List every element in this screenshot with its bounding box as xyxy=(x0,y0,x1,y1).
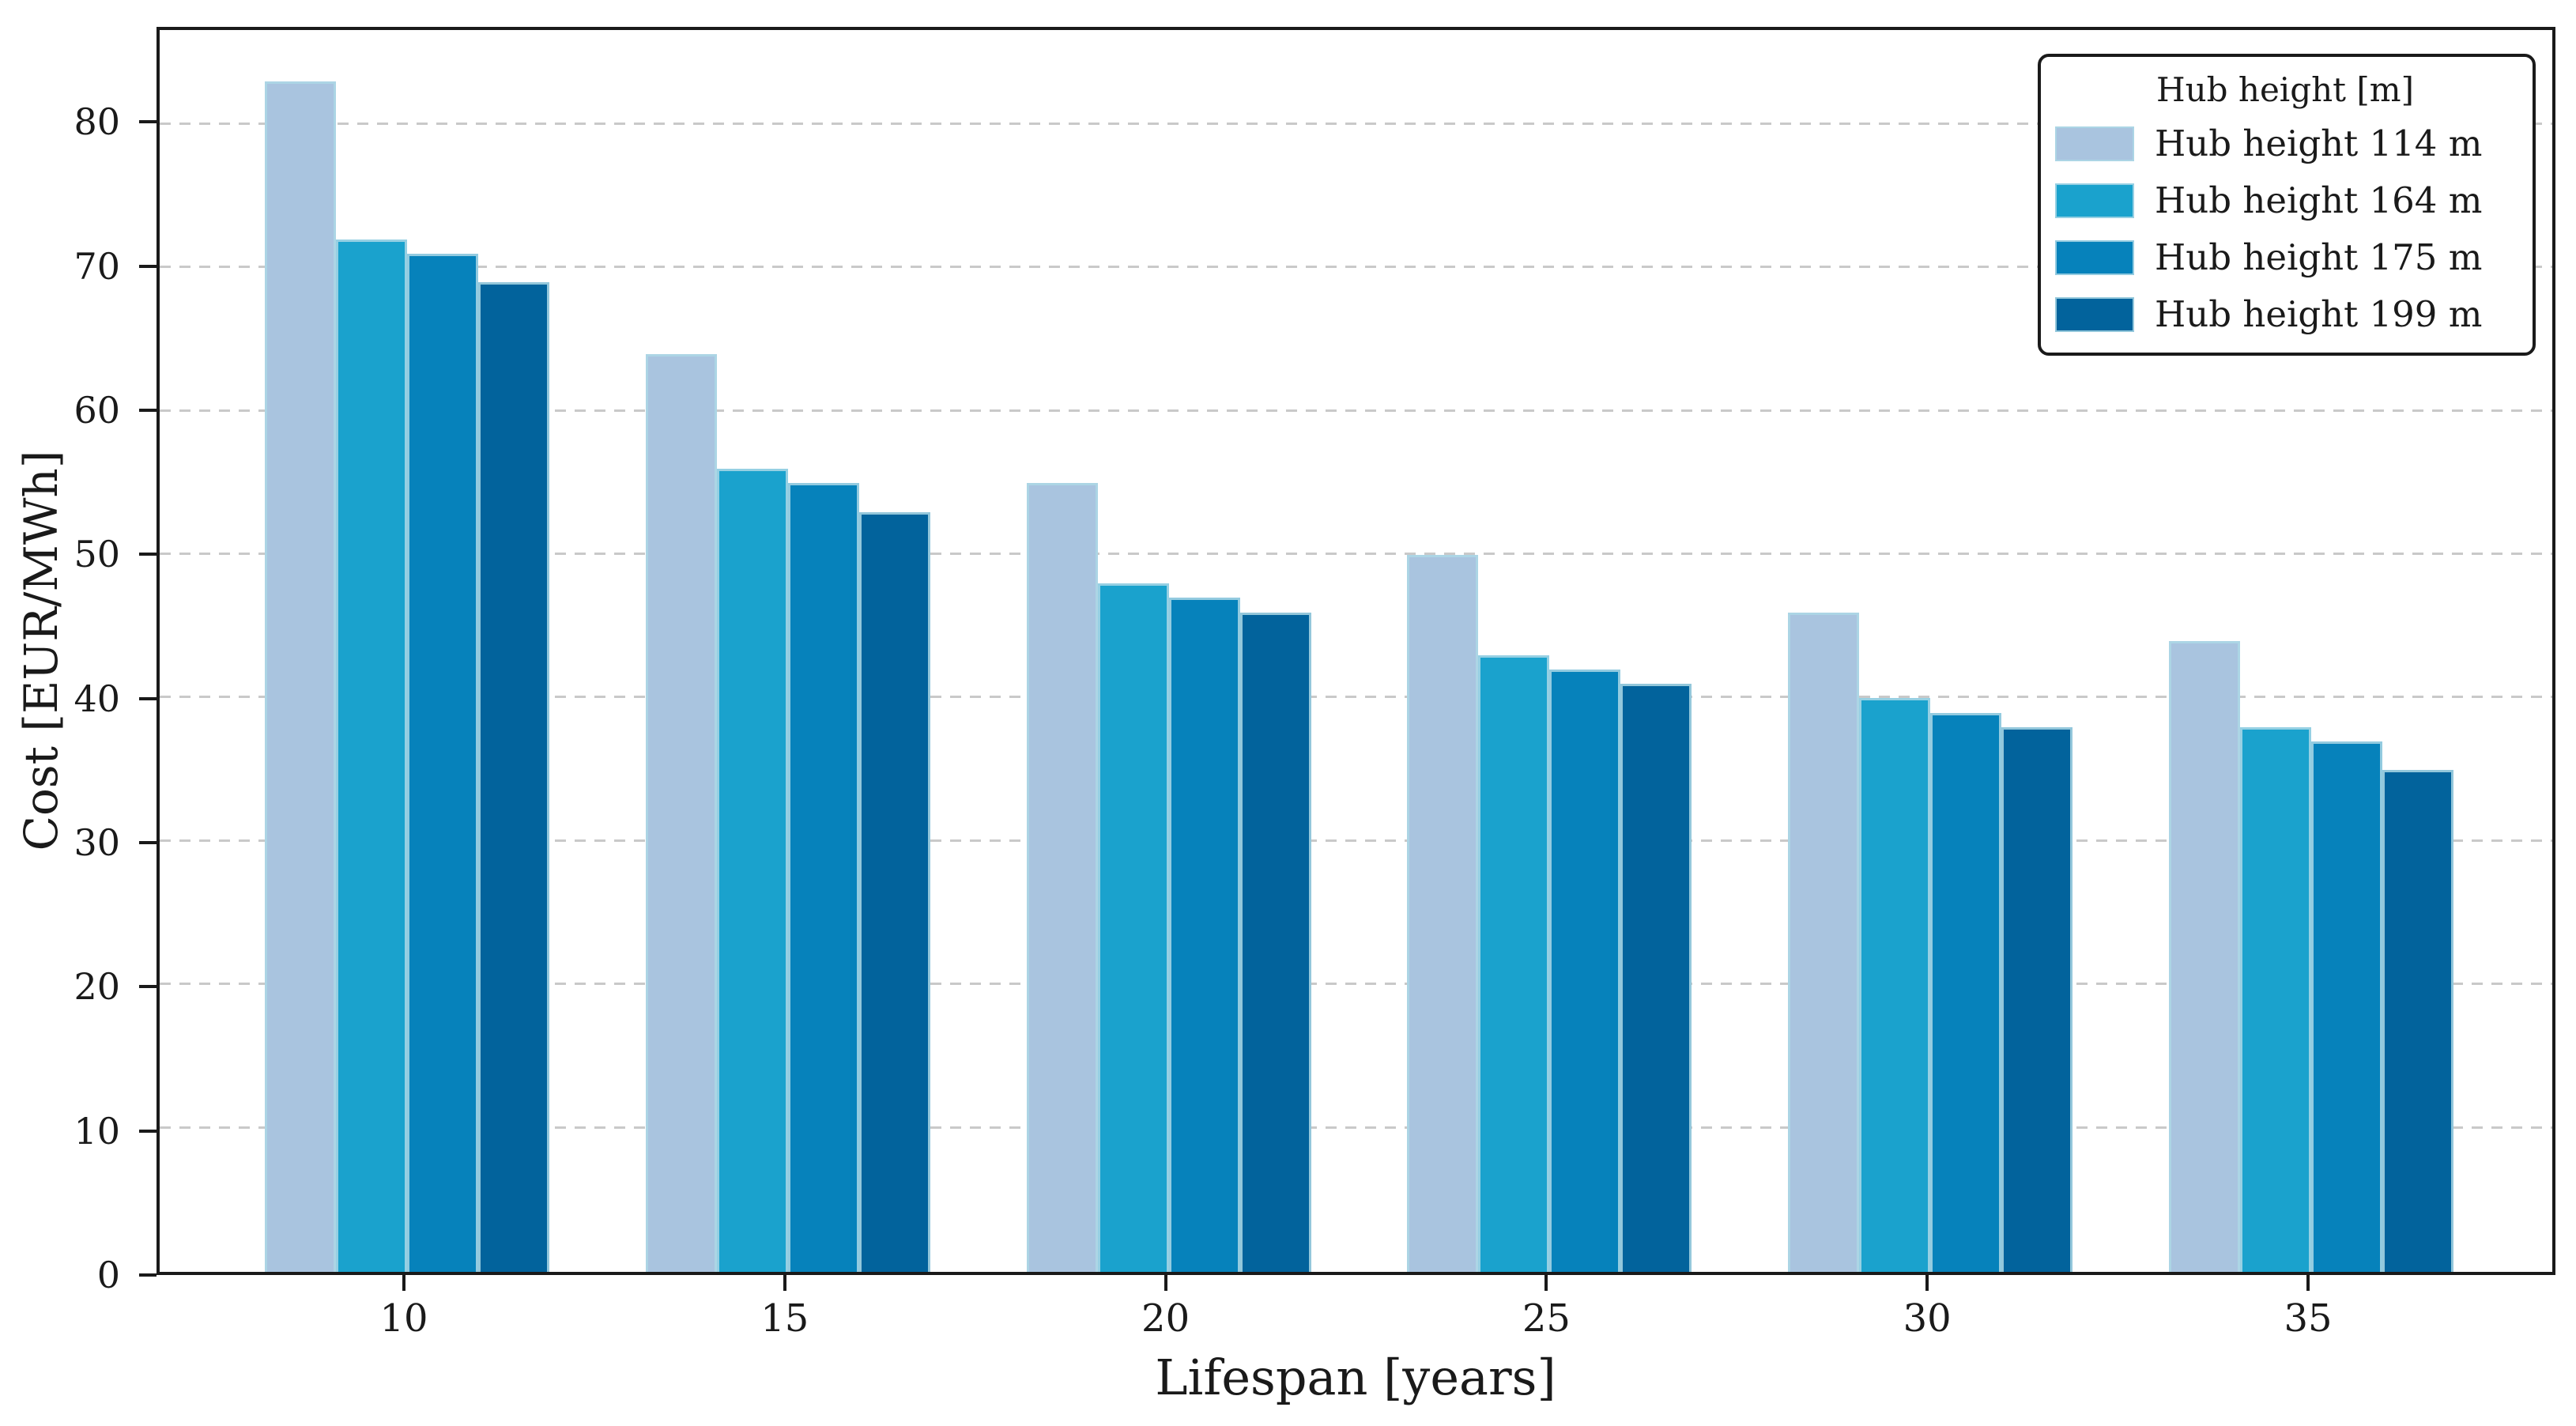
y-tick-label-10: 10 xyxy=(74,1109,120,1152)
legend-items: Hub height 114 m Hub height 164 m Hub heig… xyxy=(2055,122,2515,337)
y-tick-mark-80 xyxy=(139,120,157,124)
bar-lifespan-20-hub-height-199-m xyxy=(1239,612,1311,1272)
legend-item-hub-height-164-m: Hub height 164 m xyxy=(2055,179,2515,223)
bar-lifespan-30-hub-height-199-m xyxy=(2001,726,2073,1272)
gridline-y-30 xyxy=(160,839,2552,842)
bar-lifespan-35-hub-height-114-m xyxy=(2169,640,2240,1272)
y-tick-label-50: 50 xyxy=(74,533,120,576)
y-tick-mark-50 xyxy=(139,553,157,556)
legend-swatch-2 xyxy=(2055,183,2134,218)
y-tick-mark-60 xyxy=(139,409,157,412)
bar-lifespan-30-hub-height-175-m xyxy=(1930,712,2002,1272)
gridline-y-50 xyxy=(160,552,2552,555)
legend-item-hub-height-175-m: Hub height 175 m xyxy=(2055,236,2515,280)
y-axis-label: Cost [EUR/MWh] xyxy=(14,450,68,851)
bar-lifespan-20-hub-height-175-m xyxy=(1168,598,1240,1272)
legend: Hub height [m] Hub height 114 m Hub heigh… xyxy=(2038,54,2536,356)
gridline-y-20 xyxy=(160,983,2552,986)
bar-lifespan-25-hub-height-175-m xyxy=(1549,670,1621,1272)
bar-lifespan-25-hub-height-164-m xyxy=(1478,655,1550,1272)
gridline-y-10 xyxy=(160,1126,2552,1129)
legend-label-3: Hub height 175 m xyxy=(2155,236,2483,278)
bar-lifespan-10-hub-height-199-m xyxy=(478,282,549,1272)
gridline-y-70 xyxy=(160,266,2552,269)
y-tick-mark-30 xyxy=(139,841,157,844)
bar-lifespan-35-hub-height-175-m xyxy=(2311,741,2382,1272)
y-tick-label-0: 0 xyxy=(96,1254,120,1296)
y-tick-mark-20 xyxy=(139,985,157,989)
x-tick-label-30: 30 xyxy=(1903,1296,1952,1341)
y-tick-label-80: 80 xyxy=(74,100,120,144)
bar-lifespan-15-hub-height-199-m xyxy=(858,511,930,1272)
x-tick-label-25: 25 xyxy=(1522,1296,1571,1341)
x-tick-mark-35 xyxy=(2306,1275,2310,1291)
bar-lifespan-20-hub-height-114-m xyxy=(1026,483,1098,1272)
legend-item-hub-height-114-m: Hub height 114 m xyxy=(2055,122,2515,166)
y-tick-mark-40 xyxy=(139,696,157,700)
y-tick-mark-10 xyxy=(139,1129,157,1133)
x-tick-mark-20 xyxy=(1164,1275,1167,1291)
x-tick-label-15: 15 xyxy=(760,1296,809,1341)
bar-lifespan-30-hub-height-114-m xyxy=(1788,612,1860,1272)
gridline-y-40 xyxy=(160,696,2552,699)
legend-item-hub-height-199-m: Hub height 199 m xyxy=(2055,292,2515,337)
y-tick-label-70: 70 xyxy=(74,244,120,288)
legend-swatch-1 xyxy=(2055,126,2134,161)
y-tick-mark-0 xyxy=(139,1273,157,1277)
bar-lifespan-35-hub-height-199-m xyxy=(2382,770,2453,1272)
gridline-y-60 xyxy=(160,409,2552,412)
bar-lifespan-15-hub-height-114-m xyxy=(645,353,717,1272)
y-tick-label-20: 20 xyxy=(74,965,120,1009)
bar-lifespan-15-hub-height-175-m xyxy=(787,483,859,1272)
bar-lifespan-10-hub-height-114-m xyxy=(265,81,336,1272)
x-tick-mark-30 xyxy=(1925,1275,1929,1291)
y-tick-label-30: 30 xyxy=(74,821,120,864)
legend-label-2: Hub height 164 m xyxy=(2155,179,2483,221)
bar-lifespan-35-hub-height-164-m xyxy=(2240,726,2311,1272)
legend-label-1: Hub height 114 m xyxy=(2155,123,2483,164)
bar-lifespan-10-hub-height-175-m xyxy=(407,254,478,1272)
x-tick-mark-25 xyxy=(1544,1275,1548,1291)
bar-lifespan-25-hub-height-199-m xyxy=(1620,684,1692,1272)
legend-swatch-4 xyxy=(2055,297,2134,332)
x-tick-label-10: 10 xyxy=(379,1296,428,1341)
y-tick-mark-70 xyxy=(139,264,157,268)
x-tick-mark-10 xyxy=(402,1275,405,1291)
legend-label-4: Hub height 199 m xyxy=(2155,293,2483,335)
legend-title: Hub height [m] xyxy=(2155,70,2414,109)
bar-lifespan-30-hub-height-164-m xyxy=(1859,698,1931,1272)
y-tick-label-40: 40 xyxy=(74,677,120,720)
bar-lifespan-15-hub-height-164-m xyxy=(716,469,788,1272)
x-tick-label-35: 35 xyxy=(2284,1296,2333,1341)
y-tick-label-60: 60 xyxy=(74,389,120,432)
bar-lifespan-20-hub-height-164-m xyxy=(1097,583,1169,1272)
x-tick-label-20: 20 xyxy=(1141,1296,1190,1341)
x-axis-label: Lifespan [years] xyxy=(1155,1349,1556,1406)
bar-lifespan-25-hub-height-114-m xyxy=(1407,554,1479,1272)
gridline-y-80 xyxy=(160,122,2552,125)
legend-swatch-3 xyxy=(2055,240,2134,275)
x-tick-mark-15 xyxy=(783,1275,786,1291)
bar-lifespan-10-hub-height-164-m xyxy=(336,239,407,1272)
